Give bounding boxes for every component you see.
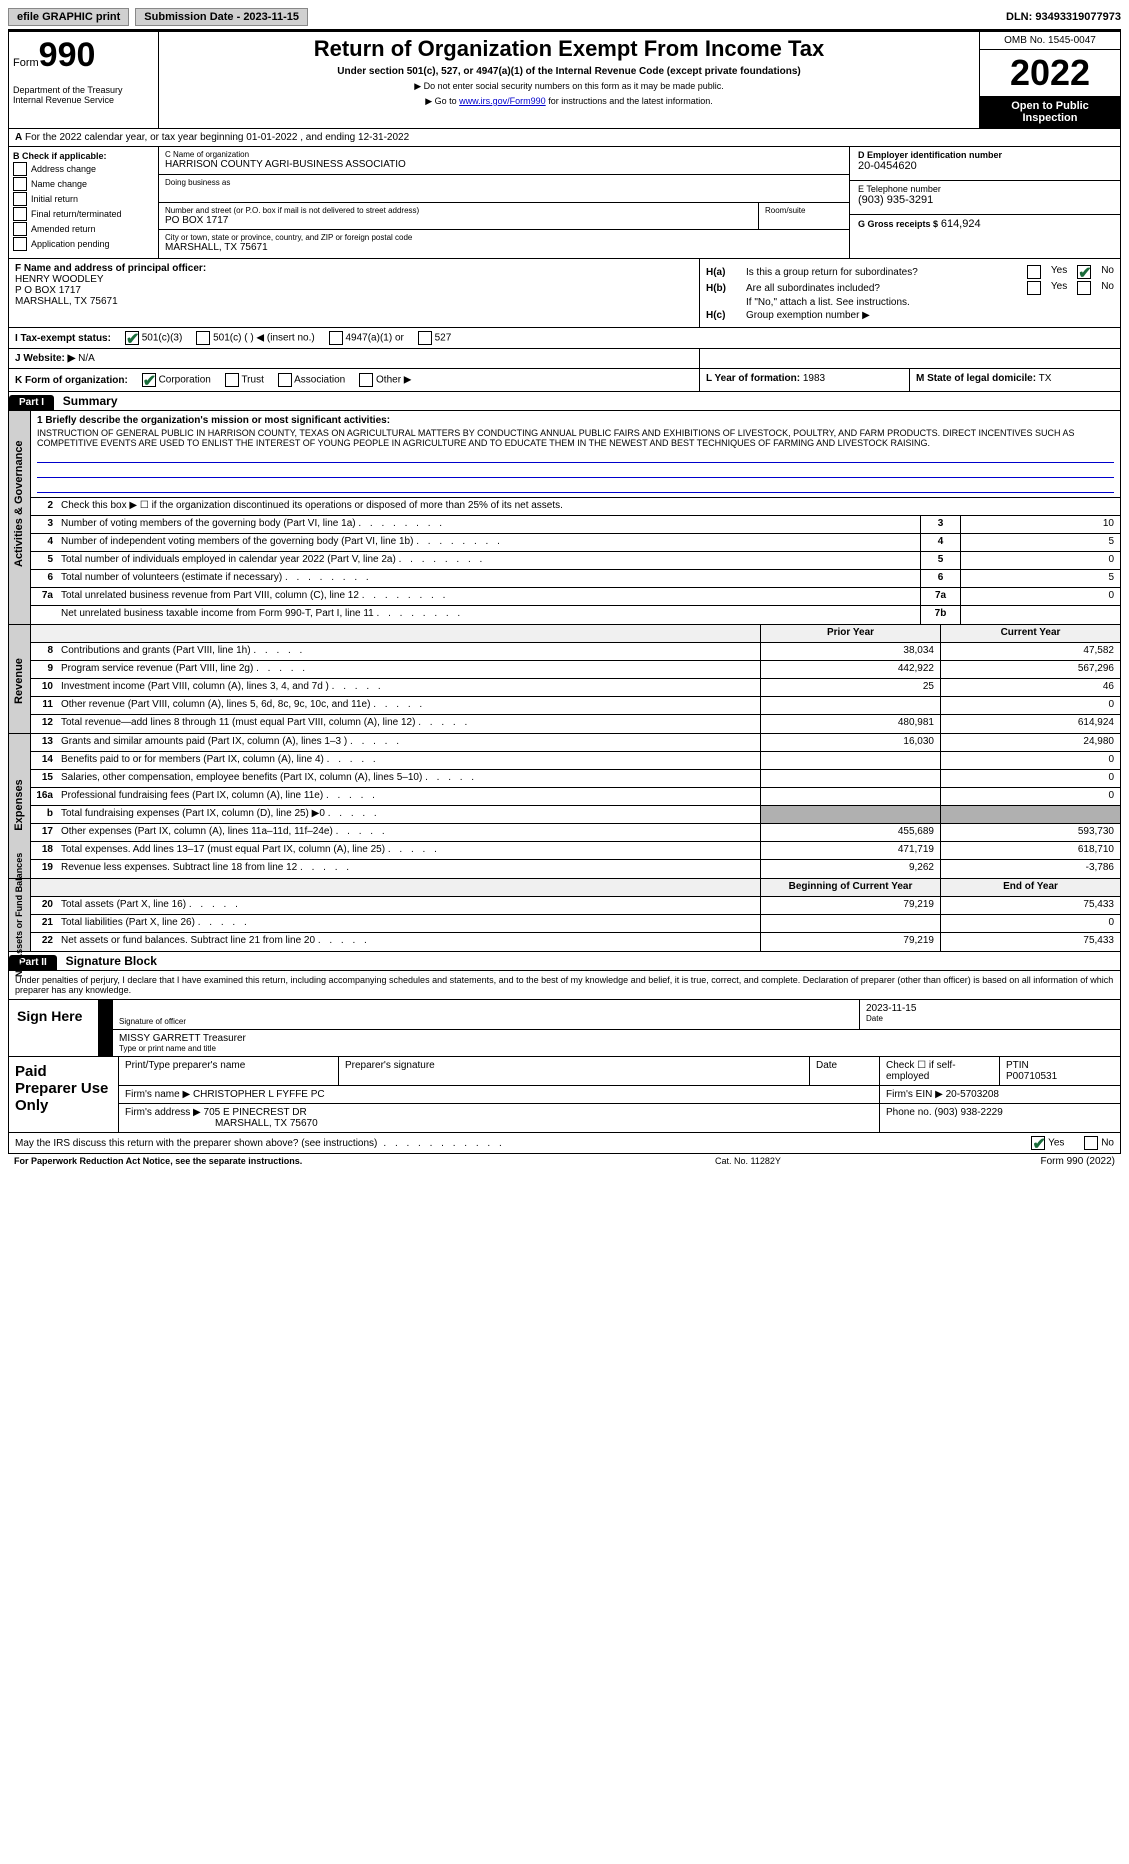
- cb-initial-return[interactable]: [13, 192, 27, 206]
- cb-501c3[interactable]: [125, 331, 139, 345]
- cb-other[interactable]: [359, 373, 373, 387]
- paperwork-notice: For Paperwork Reduction Act Notice, see …: [14, 1156, 715, 1167]
- vtab-revenue: Revenue: [13, 621, 25, 741]
- cb-trust[interactable]: [225, 373, 239, 387]
- cb-name-change[interactable]: [13, 177, 27, 191]
- cb-ha-no[interactable]: [1077, 265, 1091, 279]
- section-h: H(a) Is this a group return for subordin…: [700, 259, 1120, 327]
- section-d: D Employer identification number 20-0454…: [850, 147, 1120, 258]
- cb-assoc[interactable]: [278, 373, 292, 387]
- cat-no: Cat. No. 11282Y: [715, 1156, 915, 1167]
- firm-ein: 20-5703208: [946, 1089, 999, 1100]
- tax-year: 2022: [980, 50, 1120, 96]
- note-ssn: ▶ Do not enter social security numbers o…: [163, 81, 975, 92]
- cb-ha-yes[interactable]: [1027, 265, 1041, 279]
- firm-phone: (903) 938-2229: [934, 1107, 1002, 1118]
- row-a: A For the 2022 calendar year, or tax yea…: [8, 129, 1121, 147]
- cb-corp[interactable]: [142, 373, 156, 387]
- open-public: Open to Public Inspection: [980, 96, 1120, 128]
- city: MARSHALL, TX 75671: [165, 242, 843, 253]
- form-header: Form990 Department of the Treasury Inter…: [8, 31, 1121, 129]
- year-formation: 1983: [803, 373, 825, 384]
- ptin: P00710531: [1006, 1071, 1114, 1082]
- mission-block: 1 Briefly describe the organization's mi…: [31, 411, 1120, 498]
- cb-final-return[interactable]: [13, 207, 27, 221]
- row-i: I Tax-exempt status: 501(c)(3) 501(c) ( …: [8, 328, 1121, 349]
- discuss-text: May the IRS discuss this return with the…: [15, 1138, 377, 1149]
- dln: DLN: 93493319077973: [1006, 11, 1121, 23]
- section-f: F Name and address of principal officer:…: [9, 259, 700, 327]
- submission-date-btn[interactable]: Submission Date - 2023-11-15: [135, 8, 308, 26]
- sig-date: 2023-11-15: [866, 1003, 1114, 1014]
- cb-501c[interactable]: [196, 331, 210, 345]
- phone: (903) 935-3291: [858, 194, 1112, 206]
- cb-app-pending[interactable]: [13, 237, 27, 251]
- cb-discuss-yes[interactable]: [1031, 1136, 1045, 1150]
- state-domicile: TX: [1039, 373, 1052, 384]
- website: N/A: [78, 353, 95, 364]
- section-c: C Name of organization HARRISON COUNTY A…: [159, 147, 850, 258]
- form-title: Return of Organization Exempt From Incom…: [163, 36, 975, 62]
- form-footer: Form 990 (2022): [915, 1156, 1115, 1167]
- cb-527[interactable]: [418, 331, 432, 345]
- vtab-expenses: Expenses: [13, 745, 25, 865]
- vtab-activities: Activities & Governance: [13, 447, 25, 567]
- vtab-netassets: Net Assets or Fund Balances: [14, 861, 24, 977]
- omb-number: OMB No. 1545-0047: [980, 32, 1120, 50]
- firm-name: CHRISTOPHER L FYFFE PC: [193, 1089, 325, 1100]
- topbar: efile GRAPHIC print Submission Date - 20…: [8, 8, 1121, 31]
- firm-addr: 705 E PINECREST DR: [204, 1107, 307, 1118]
- cb-hb-no[interactable]: [1077, 281, 1091, 295]
- note-link: ▶ Go to www.irs.gov/Form990 for instruct…: [163, 96, 975, 107]
- officer-name: HENRY WOODLEY: [15, 274, 693, 285]
- row-k: K Form of organization: Corporation Trus…: [9, 369, 700, 391]
- section-b: B Check if applicable: Address change Na…: [9, 147, 159, 258]
- cb-address-change[interactable]: [13, 162, 27, 176]
- row-j: J Website: ▶ N/A: [9, 349, 700, 368]
- cb-hb-yes[interactable]: [1027, 281, 1041, 295]
- gross-receipts: 614,924: [941, 218, 981, 230]
- part1-head: Part I: [9, 395, 54, 410]
- part2-title: Signature Block: [60, 952, 163, 970]
- paid-preparer: Paid Preparer Use Only: [9, 1057, 119, 1132]
- org-name: HARRISON COUNTY AGRI-BUSINESS ASSOCIATIO: [165, 159, 843, 170]
- street: PO BOX 1717: [165, 215, 752, 226]
- part1-title: Summary: [57, 392, 124, 410]
- sig-name: MISSY GARRETT Treasurer: [119, 1033, 1114, 1044]
- irs-link[interactable]: www.irs.gov/Form990: [459, 96, 546, 106]
- form-subtitle: Under section 501(c), 527, or 4947(a)(1)…: [163, 66, 975, 77]
- efile-print-btn[interactable]: efile GRAPHIC print: [8, 8, 129, 26]
- mission-text: INSTRUCTION OF GENERAL PUBLIC IN HARRISO…: [37, 428, 1114, 448]
- cb-4947[interactable]: [329, 331, 343, 345]
- dept-treasury: Department of the Treasury Internal Reve…: [13, 85, 154, 105]
- cb-amended[interactable]: [13, 222, 27, 236]
- cb-discuss-no[interactable]: [1084, 1136, 1098, 1150]
- sig-declaration: Under penalties of perjury, I declare th…: [8, 971, 1121, 1000]
- ein: 20-0454620: [858, 160, 1112, 172]
- form-number: Form990: [13, 36, 154, 75]
- sign-here: Sign Here: [9, 1000, 99, 1056]
